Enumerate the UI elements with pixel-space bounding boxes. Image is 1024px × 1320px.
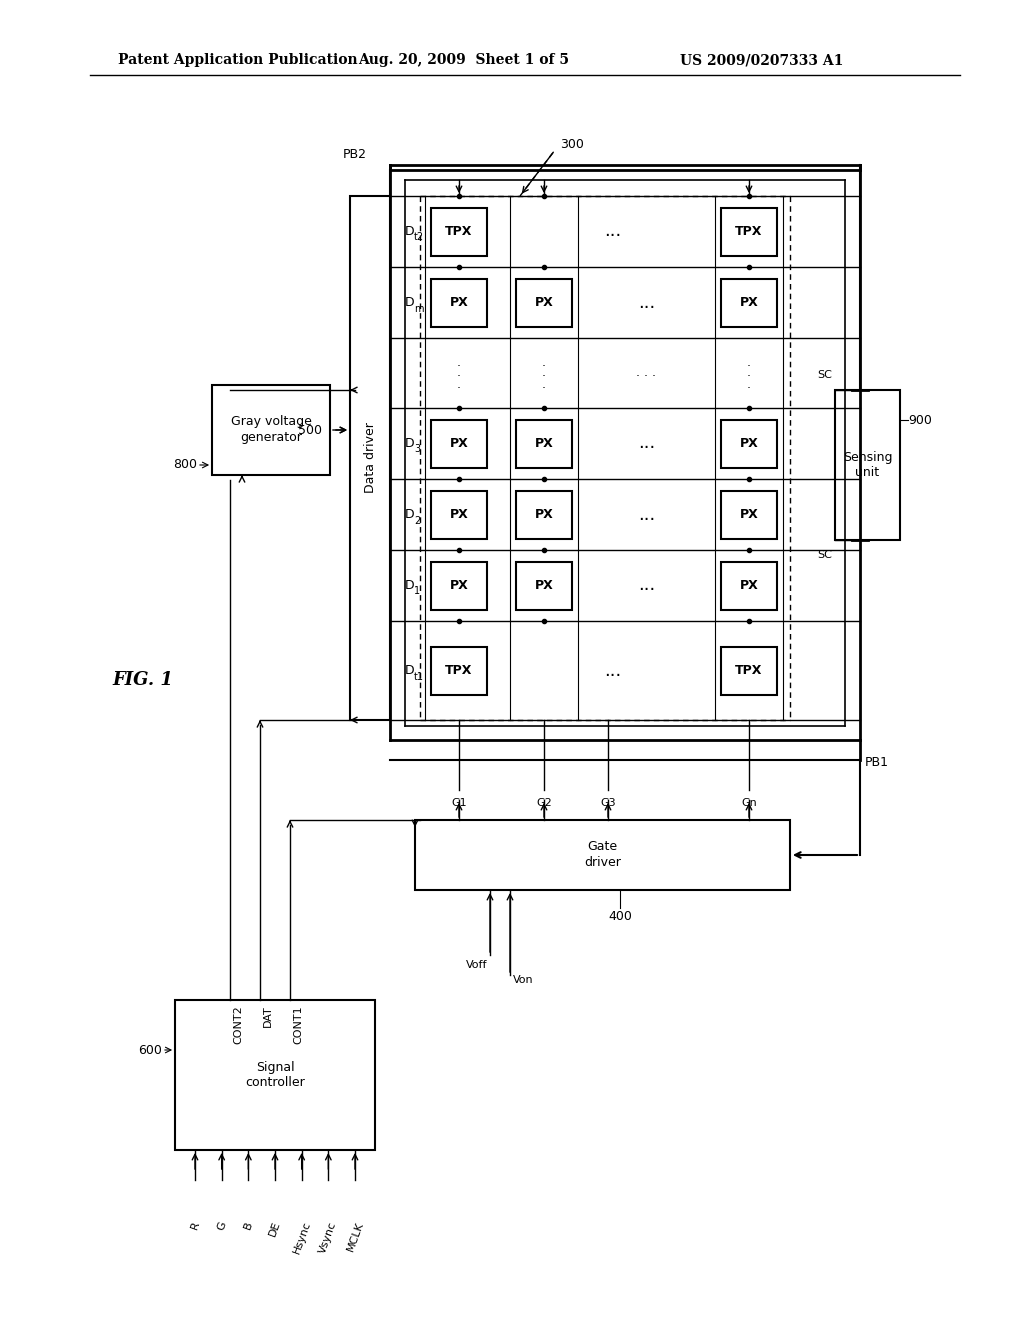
Text: PX: PX [450, 579, 468, 591]
Text: ...: ... [604, 223, 622, 240]
Bar [721, 647, 777, 694]
Bar [431, 561, 487, 610]
Text: PX: PX [450, 508, 468, 521]
Bar [212, 385, 330, 475]
Text: ...: ... [638, 506, 655, 524]
Text: 800: 800 [173, 458, 197, 471]
Text: PX: PX [535, 579, 553, 591]
Bar [516, 561, 572, 610]
Text: 300: 300 [560, 139, 584, 152]
Bar [175, 1001, 375, 1150]
Text: G: G [215, 1220, 228, 1232]
Text: G3: G3 [600, 799, 615, 808]
Text: PX: PX [535, 296, 553, 309]
Text: PX: PX [450, 437, 468, 450]
Text: US 2009/0207333 A1: US 2009/0207333 A1 [680, 53, 844, 67]
Text: B: B [243, 1220, 254, 1230]
Text: PX: PX [535, 508, 553, 521]
Text: Hsync: Hsync [291, 1220, 312, 1255]
Bar [835, 389, 900, 540]
Text: CONT1: CONT1 [293, 1005, 303, 1044]
Text: ...: ... [638, 577, 655, 594]
Text: ...: ... [604, 661, 622, 680]
Text: TPX: TPX [735, 224, 763, 238]
Bar [431, 491, 487, 539]
Text: PB2: PB2 [343, 149, 367, 161]
Text: .
.
.: . . . [542, 355, 546, 391]
Text: PX: PX [739, 579, 759, 591]
Bar [431, 207, 487, 256]
Text: SC: SC [817, 370, 831, 380]
Text: 2: 2 [414, 516, 420, 525]
Text: Sensing
unit: Sensing unit [843, 450, 892, 479]
Text: SC: SC [817, 550, 831, 560]
Text: D: D [406, 508, 415, 521]
Text: Patent Application Publication: Patent Application Publication [118, 53, 357, 67]
Text: Signal
controller: Signal controller [245, 1060, 305, 1089]
Bar [721, 561, 777, 610]
Text: PX: PX [535, 437, 553, 450]
Text: D: D [406, 664, 415, 677]
Text: Data driver: Data driver [364, 422, 377, 494]
Bar [516, 279, 572, 326]
Text: DE: DE [267, 1220, 283, 1238]
Text: DAT: DAT [263, 1005, 273, 1027]
Bar [431, 647, 487, 694]
Bar [516, 491, 572, 539]
Text: t1: t1 [414, 672, 424, 681]
Bar [431, 420, 487, 467]
Text: TPX: TPX [445, 224, 473, 238]
Text: 500: 500 [298, 424, 322, 437]
Bar [721, 279, 777, 326]
Text: .
.
.: . . . [457, 355, 461, 391]
Text: ...: ... [638, 434, 655, 453]
Text: 3: 3 [414, 445, 420, 454]
Text: Voff: Voff [466, 960, 487, 970]
Text: TPX: TPX [445, 664, 473, 677]
Text: MCLK: MCLK [345, 1220, 365, 1253]
Text: . . .: . . . [637, 367, 656, 380]
Text: .
.
.: . . . [746, 355, 751, 391]
Text: 400: 400 [608, 909, 632, 923]
Text: Gray voltage
generator: Gray voltage generator [230, 416, 311, 445]
Text: FIG. 1: FIG. 1 [112, 671, 173, 689]
Text: Gn: Gn [741, 799, 757, 808]
Text: D: D [406, 296, 415, 309]
Text: PX: PX [739, 508, 759, 521]
Text: D: D [406, 437, 415, 450]
Text: CONT2: CONT2 [233, 1005, 243, 1044]
Text: PX: PX [739, 296, 759, 309]
Text: G2: G2 [537, 799, 552, 808]
Text: D: D [406, 579, 415, 591]
Text: TPX: TPX [735, 664, 763, 677]
Text: G1: G1 [452, 799, 467, 808]
Bar [415, 820, 790, 890]
Text: 900: 900 [908, 413, 932, 426]
Text: Vsync: Vsync [317, 1220, 339, 1255]
Text: 1: 1 [414, 586, 420, 597]
Text: PX: PX [450, 296, 468, 309]
Text: Aug. 20, 2009  Sheet 1 of 5: Aug. 20, 2009 Sheet 1 of 5 [358, 53, 569, 67]
Text: PB1: PB1 [865, 755, 889, 768]
Bar [431, 279, 487, 326]
Bar [721, 491, 777, 539]
Text: m: m [414, 304, 424, 314]
Text: 600: 600 [138, 1044, 162, 1056]
Text: PX: PX [739, 437, 759, 450]
Text: ...: ... [638, 293, 655, 312]
Bar [721, 420, 777, 467]
Text: D: D [406, 224, 415, 238]
Bar [516, 420, 572, 467]
Bar [721, 207, 777, 256]
Text: R: R [189, 1220, 201, 1230]
Text: Von: Von [513, 975, 534, 985]
Text: Gate
driver: Gate driver [584, 841, 621, 870]
Bar [350, 195, 390, 719]
Text: t2: t2 [414, 232, 424, 243]
